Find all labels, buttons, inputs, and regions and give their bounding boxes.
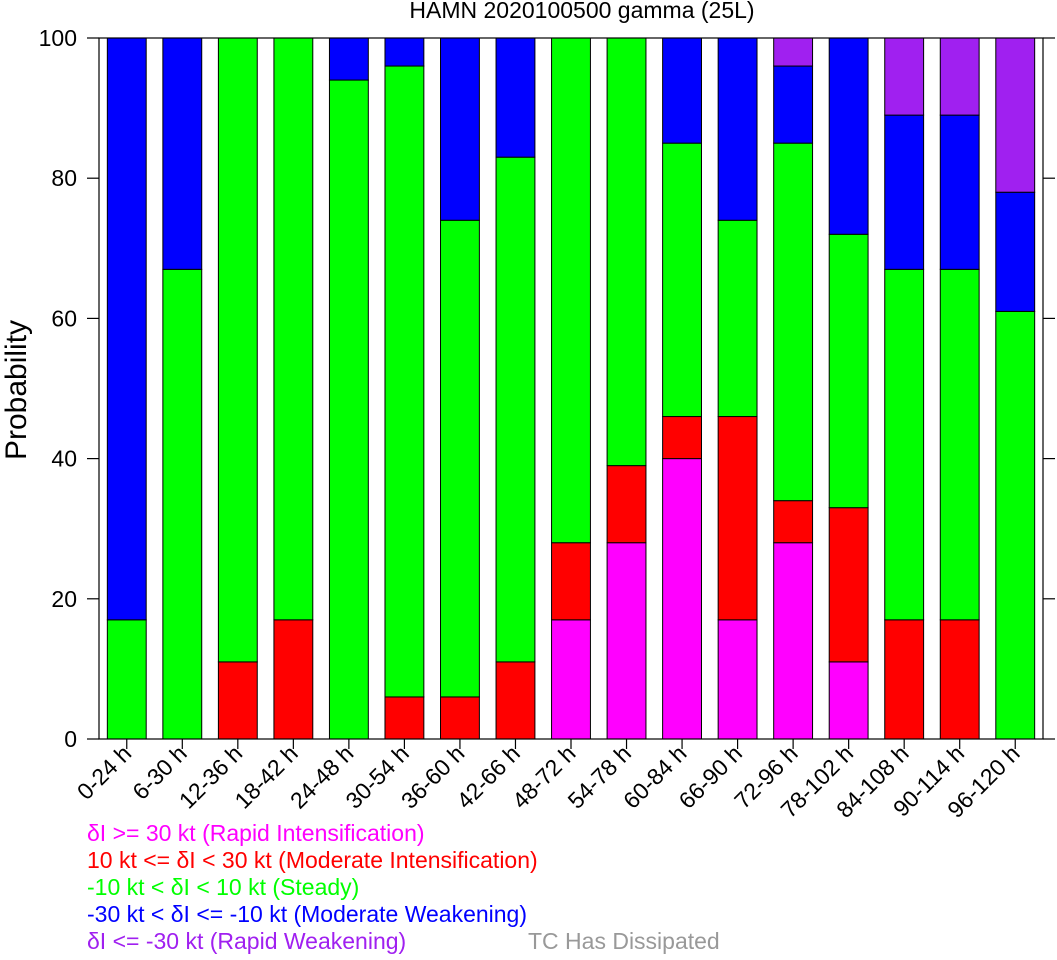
legend-label-mw: -30 kt < δI <= -10 kt (Moderate Weakenin… <box>87 901 528 927</box>
bar-segment-steady-10 <box>662 142 702 418</box>
bar-segment-mi-15 <box>939 619 980 740</box>
bar-segment-steady-0 <box>106 619 147 740</box>
bar-segment-steady-15 <box>939 268 980 621</box>
bar-segment-mi-2 <box>217 661 258 740</box>
legend-moderate-intensification: 10 kt <= δI < 30 kt (Moderate Intensific… <box>87 847 538 874</box>
bar-segment-ri-11 <box>717 619 758 740</box>
legend-label-rw: δI <= -30 kt (Rapid Weakening) <box>87 928 407 954</box>
bar-segment-ri-9 <box>606 542 647 740</box>
bar-segment-rw-15 <box>939 37 980 116</box>
bar-segment-mi-10 <box>662 416 702 460</box>
bar-segment-steady-1 <box>162 268 203 740</box>
bar-segment-mw-4 <box>328 37 369 81</box>
y-tick-label-100: 100 <box>39 25 77 51</box>
bar-segment-steady-7 <box>495 156 536 663</box>
bar-segment-mw-7 <box>495 37 536 158</box>
legend-rapid-intensification: δI >= 30 kt (Rapid Intensification) <box>87 820 425 847</box>
y-tick-label-20: 20 <box>51 586 77 612</box>
bar-segment-mw-10 <box>662 37 702 144</box>
bar-segment-mw-1 <box>162 37 203 270</box>
bar-segment-steady-6 <box>440 219 480 698</box>
bar-segment-mi-12 <box>773 500 814 544</box>
legend-label-mi: 10 kt <= δI < 30 kt (Moderate Intensific… <box>87 847 538 873</box>
y-tick-label-60: 60 <box>51 305 77 331</box>
bar-segment-mi-6 <box>440 696 480 740</box>
bar-segment-steady-4 <box>328 79 369 740</box>
legend-label-dissipated: TC Has Dissipated <box>528 928 720 954</box>
bar-segment-mw-5 <box>384 37 425 67</box>
bar-segment-ri-12 <box>773 542 814 740</box>
y-tick-label-0: 0 <box>64 726 77 752</box>
bar-segment-steady-12 <box>773 142 814 502</box>
bar-segment-ri-10 <box>662 458 702 740</box>
stacked-bar-chart: HAMN 2020100500 gamma (25L) Probability … <box>0 0 1055 823</box>
bar-segment-steady-2 <box>217 37 258 663</box>
bar-segment-mi-5 <box>384 696 425 740</box>
bar-segment-mi-13 <box>828 507 869 663</box>
bar-segment-mw-13 <box>828 37 869 235</box>
y-axis-label: Probability <box>0 320 33 460</box>
y-tick-label-40: 40 <box>51 446 77 472</box>
bar-segment-steady-11 <box>717 219 758 418</box>
bar-segment-mw-11 <box>717 37 758 221</box>
bar-segment-rw-14 <box>884 37 925 116</box>
bar-segment-steady-16 <box>995 310 1036 740</box>
legend-label-ri: δI >= 30 kt (Rapid Intensification) <box>87 820 425 846</box>
bar-segment-mi-14 <box>884 619 925 740</box>
bar-segment-mw-12 <box>773 65 814 144</box>
bar-segment-mw-0 <box>106 37 147 621</box>
x-tick-label-0: 0-24 h <box>72 740 137 805</box>
bar-segment-mw-14 <box>884 114 925 270</box>
bar-segment-mi-9 <box>606 465 647 544</box>
bar-segment-steady-5 <box>384 65 425 698</box>
bar-segment-mw-15 <box>939 114 980 270</box>
bar-segment-mi-7 <box>495 661 536 740</box>
bars-group <box>106 37 1036 740</box>
bar-segment-rw-12 <box>773 37 814 67</box>
chart-title: HAMN 2020100500 gamma (25L) <box>409 0 754 23</box>
bar-segment-rw-16 <box>995 37 1036 193</box>
legend-steady: -10 kt < δI < 10 kt (Steady) <box>87 874 359 901</box>
legend-moderate-weakening: -30 kt < δI <= -10 kt (Moderate Weakenin… <box>87 901 527 928</box>
bar-segment-mw-16 <box>995 191 1036 312</box>
bar-segment-mi-11 <box>717 416 758 621</box>
legend-label-steady: -10 kt < δI < 10 kt (Steady) <box>87 874 360 900</box>
bar-segment-mi-8 <box>551 542 591 621</box>
legend-dissipated: TC Has Dissipated <box>528 928 720 955</box>
y-tick-label-80: 80 <box>51 165 77 191</box>
bar-segment-mi-3 <box>273 619 314 740</box>
bar-segment-steady-13 <box>828 233 869 509</box>
bar-segment-steady-9 <box>606 37 647 467</box>
legend-rapid-weakening: δI <= -30 kt (Rapid Weakening) <box>87 928 406 955</box>
bar-segment-steady-3 <box>273 37 314 621</box>
bar-segment-ri-8 <box>551 619 591 740</box>
bar-segment-ri-13 <box>828 661 869 740</box>
bar-segment-steady-8 <box>551 37 591 544</box>
bar-segment-mw-6 <box>440 37 480 221</box>
bar-segment-steady-14 <box>884 268 925 621</box>
